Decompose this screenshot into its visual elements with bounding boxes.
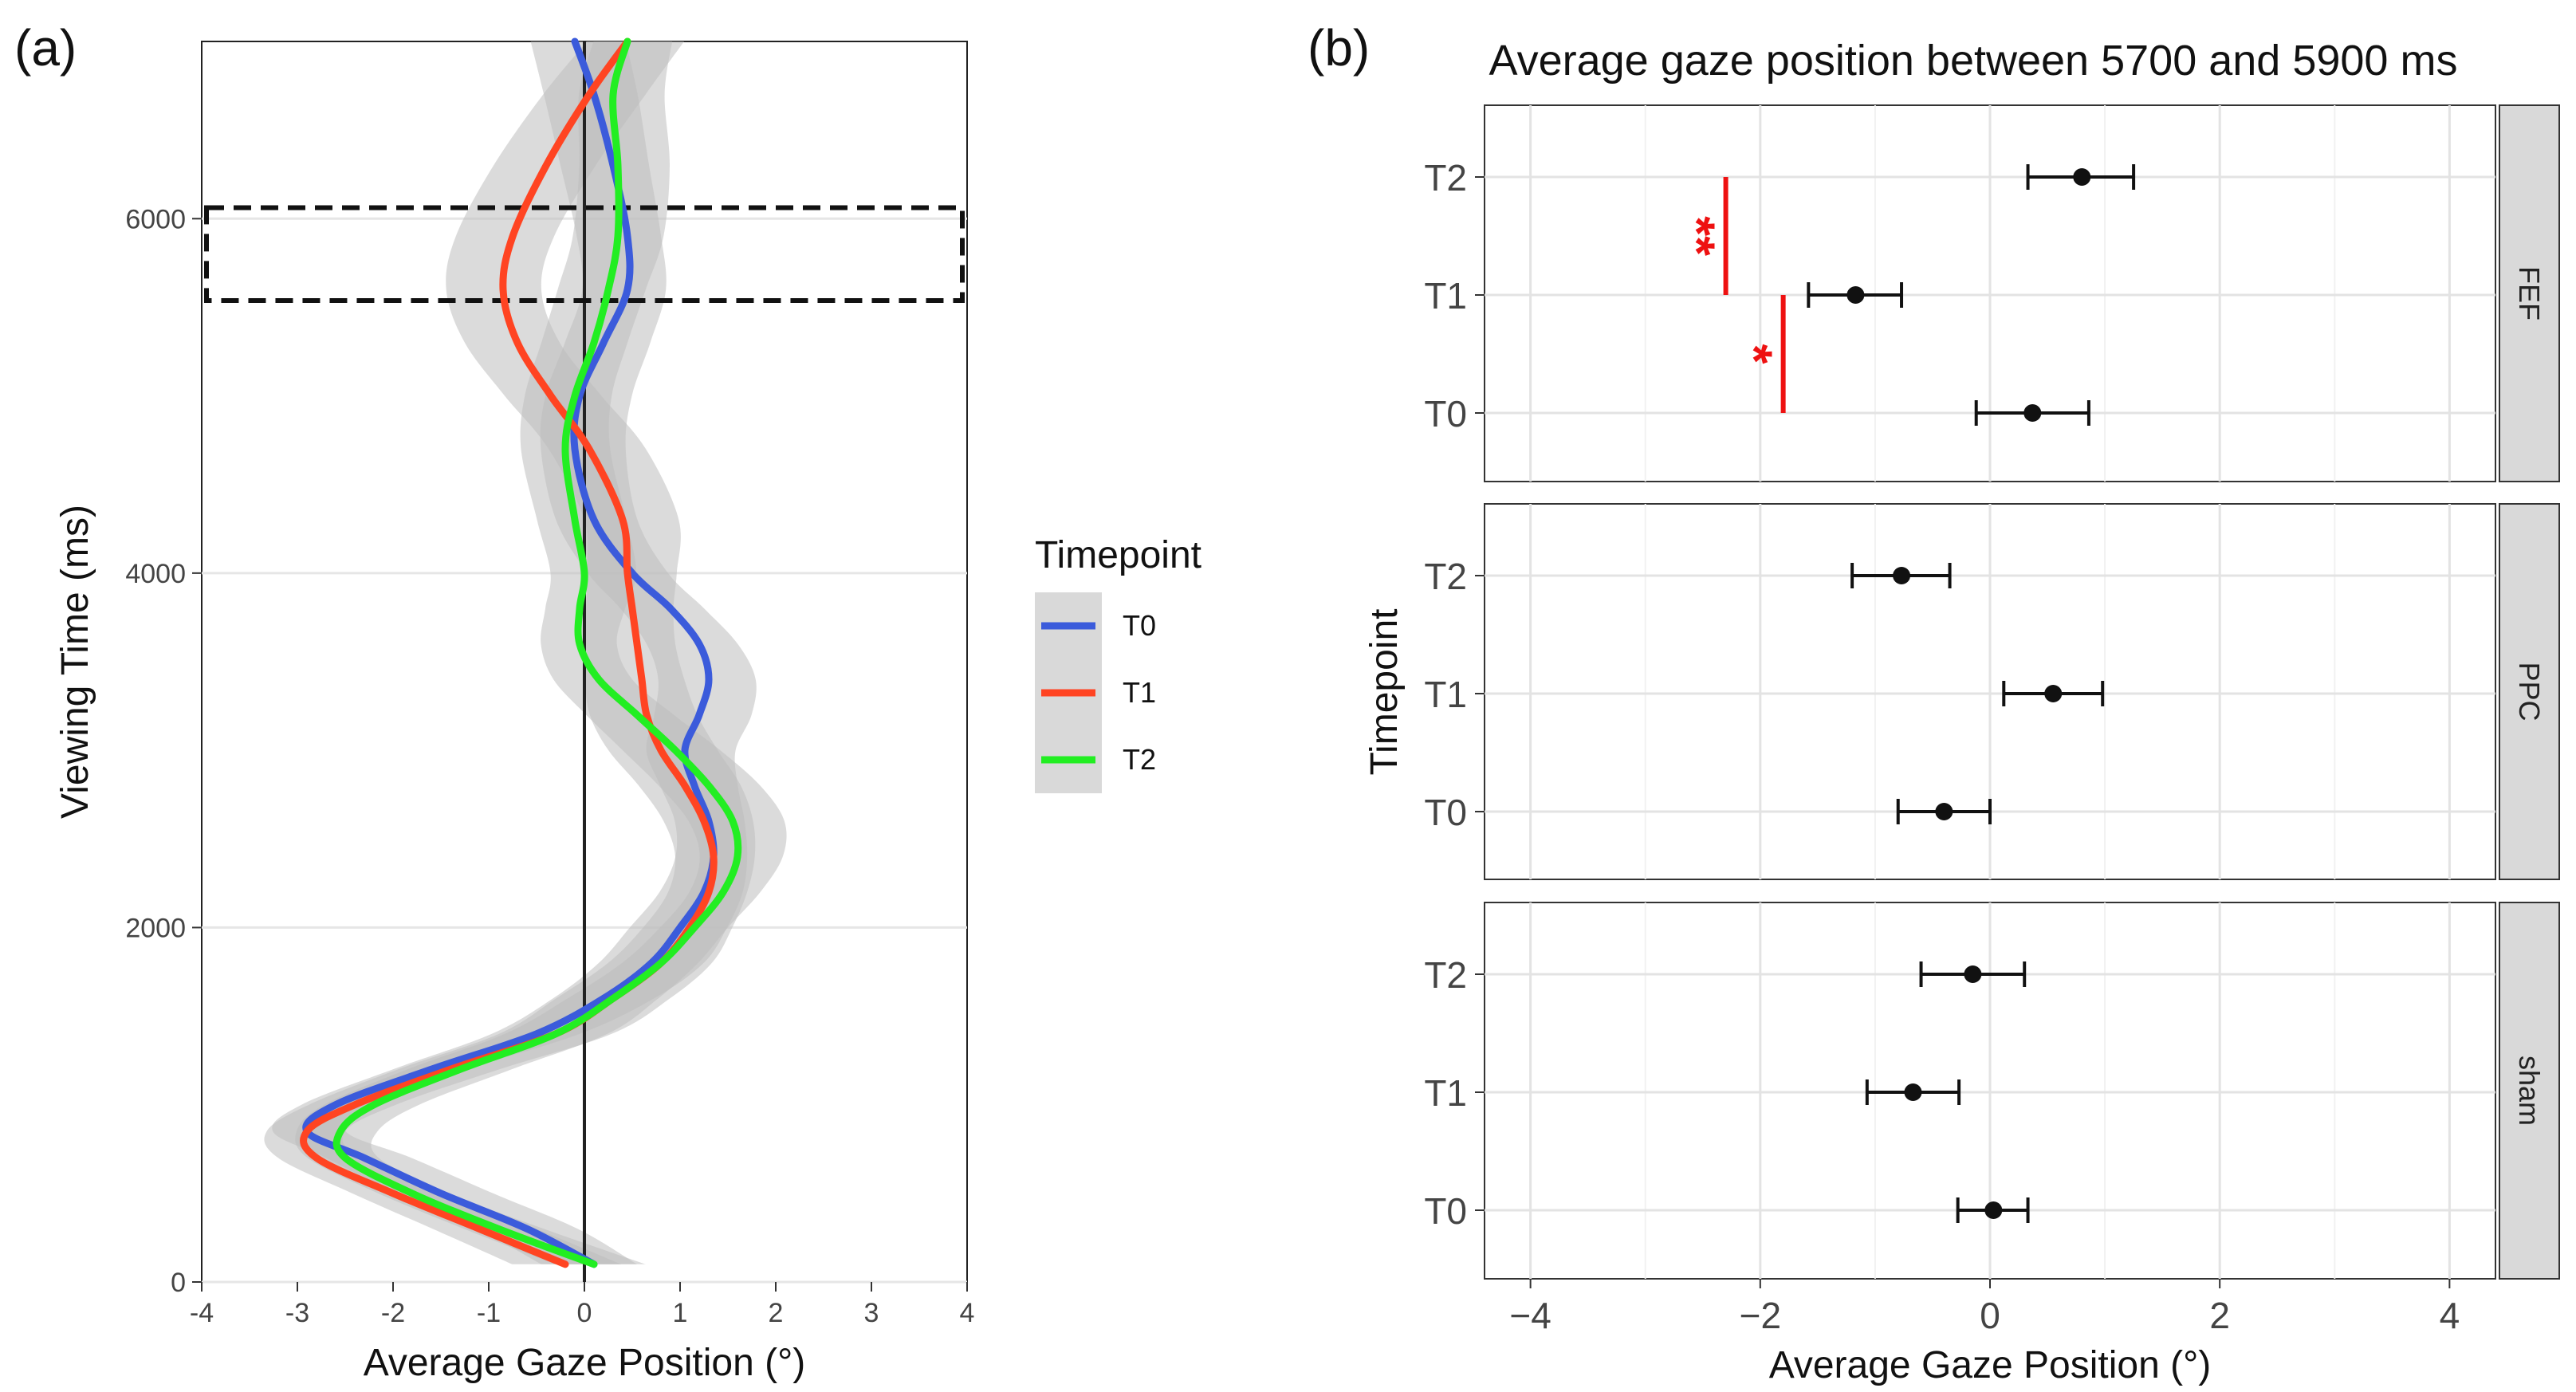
x-tick-label: 4 (2440, 1295, 2460, 1336)
significance-label: * (1726, 344, 1784, 364)
x-tick-label: 1 (673, 1298, 688, 1328)
panel-b-label: (b) (1308, 19, 1370, 77)
chart-b-title: Average gaze position between 5700 and 5… (1489, 37, 2458, 85)
legend-label-t0: T0 (1123, 609, 1156, 642)
x-axis-title-a: Average Gaze Position (°) (364, 1342, 806, 1384)
y-tick-label: T1 (1424, 674, 1467, 715)
facet-strip (2499, 902, 2560, 1280)
y-tick-label: 2000 (125, 913, 186, 943)
y-tick-label: 4000 (125, 559, 186, 589)
x-tick-label: 0 (577, 1298, 592, 1328)
y-tick-label: T0 (1424, 792, 1467, 833)
x-tick-label: -2 (381, 1298, 405, 1328)
y-tick-label: T0 (1424, 393, 1467, 435)
y-tick-label: T1 (1424, 1072, 1467, 1114)
legend: Timepoint T0 T1 T2 (1035, 534, 1201, 793)
chart-a: -4 -3 -2 -1 0 1 2 3 4 0 2000 4000 6000 Average Gaze P… (54, 37, 1201, 1384)
y-tick-label: T1 (1424, 275, 1467, 317)
facet-sham: T0 T1 T2 sham (1424, 902, 2560, 1280)
facet-strip-label: sham (2513, 1056, 2546, 1126)
facet-ppc: T0 T1 T2 PPC (1424, 503, 2560, 880)
y-tick-label: T2 (1424, 157, 1467, 199)
data-point-t0 (1935, 803, 1953, 820)
x-tick-label: 2 (769, 1298, 784, 1328)
y-tick-label: T2 (1424, 954, 1467, 996)
x-tick-label: 4 (960, 1298, 975, 1328)
x-tick-label: 2 (2209, 1295, 2230, 1336)
data-point-t2 (1964, 965, 1982, 983)
y-tick-label: 0 (171, 1268, 186, 1298)
data-point-t0 (1984, 1201, 2003, 1219)
x-tick-label: 0 (1980, 1295, 2000, 1336)
facet-strip-label: FEF (2513, 266, 2546, 320)
facet-strip (2499, 104, 2560, 482)
data-point-t1 (1904, 1083, 1922, 1101)
x-tick-label: −4 (1509, 1295, 1551, 1336)
x-tick-label: -4 (190, 1298, 214, 1328)
legend-title: Timepoint (1035, 534, 1201, 576)
y-tick-label: 6000 (125, 204, 186, 234)
legend-label-t2: T2 (1123, 743, 1156, 776)
facet-strip (2499, 503, 2560, 880)
y-tick-label: T0 (1424, 1190, 1467, 1232)
y-axis-title-a: Viewing Time (ms) (54, 505, 96, 819)
data-point-t2 (1893, 567, 1911, 584)
data-point-t2 (2073, 168, 2091, 186)
y-tick-label: T2 (1424, 556, 1467, 597)
x-axis-title-b: Average Gaze Position (°) (1769, 1344, 2212, 1386)
facet-strip-label: PPC (2513, 662, 2546, 721)
legend-label-t1: T1 (1123, 676, 1156, 709)
panel-a-label: (a) (14, 19, 77, 77)
data-point-t1 (1846, 286, 1865, 304)
highlight-window-box (204, 205, 965, 303)
x-tick-label: 3 (864, 1298, 879, 1328)
x-tick-label: −2 (1740, 1295, 1781, 1336)
x-tick-label: -1 (477, 1298, 501, 1328)
series-line-t0 (302, 37, 718, 1268)
x-tick-label: -3 (285, 1298, 309, 1328)
data-point-t0 (2023, 404, 2042, 422)
data-point-t1 (2044, 685, 2063, 702)
series-line-t1 (300, 37, 718, 1268)
series-line-t2 (332, 37, 742, 1268)
significance-label: ** (1669, 216, 1726, 256)
y-axis-title-b: Timepoint (1363, 609, 1406, 776)
